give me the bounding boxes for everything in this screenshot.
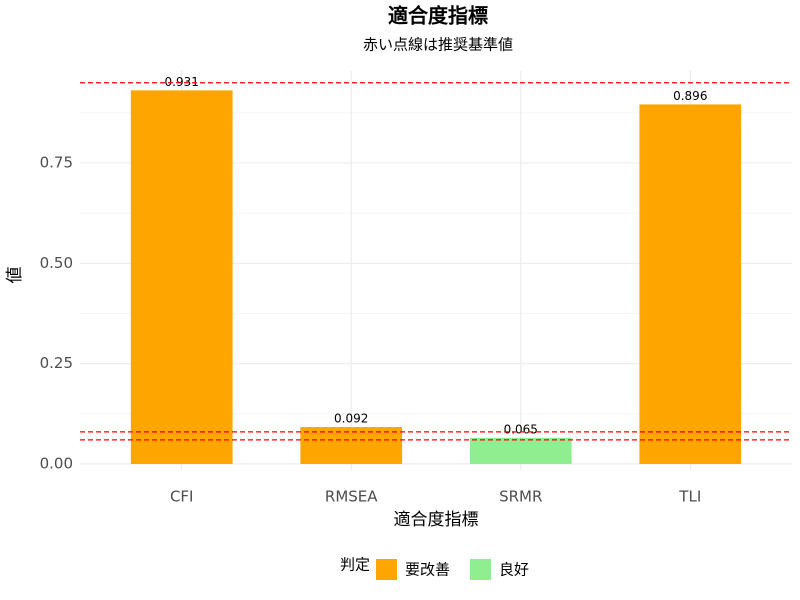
value-label: 0.931 — [165, 75, 199, 89]
chart-title: 適合度指標 — [388, 4, 488, 28]
x-tick-label: CFI — [170, 488, 194, 506]
y-tick-label: 0.75 — [40, 154, 73, 172]
chart-subtitle: 赤い点線は推奨基準値 — [363, 36, 513, 54]
x-tick-label: RMSEA — [325, 488, 378, 506]
y-tick-label: 0.25 — [40, 354, 73, 372]
legend-label: 要改善 — [405, 561, 450, 579]
y-tick-label: 0.50 — [40, 254, 73, 272]
y-axis-label: 値 — [5, 267, 25, 284]
bar — [469, 437, 572, 464]
legend-title: 判定 — [340, 556, 370, 574]
x-tick-label: TLI — [678, 488, 701, 506]
legend-swatch — [376, 559, 397, 580]
x-tick-label: SRMR — [499, 488, 542, 506]
value-label: 0.896 — [673, 89, 707, 103]
legend-swatch — [470, 559, 491, 580]
bar — [300, 427, 403, 464]
bar — [639, 104, 742, 464]
x-axis-label: 適合度指標 — [394, 510, 479, 530]
y-tick-label: 0.00 — [40, 454, 73, 472]
value-label: 0.092 — [334, 412, 368, 426]
legend-label: 良好 — [499, 561, 529, 579]
bar — [130, 90, 233, 464]
value-label: 0.065 — [504, 422, 538, 436]
